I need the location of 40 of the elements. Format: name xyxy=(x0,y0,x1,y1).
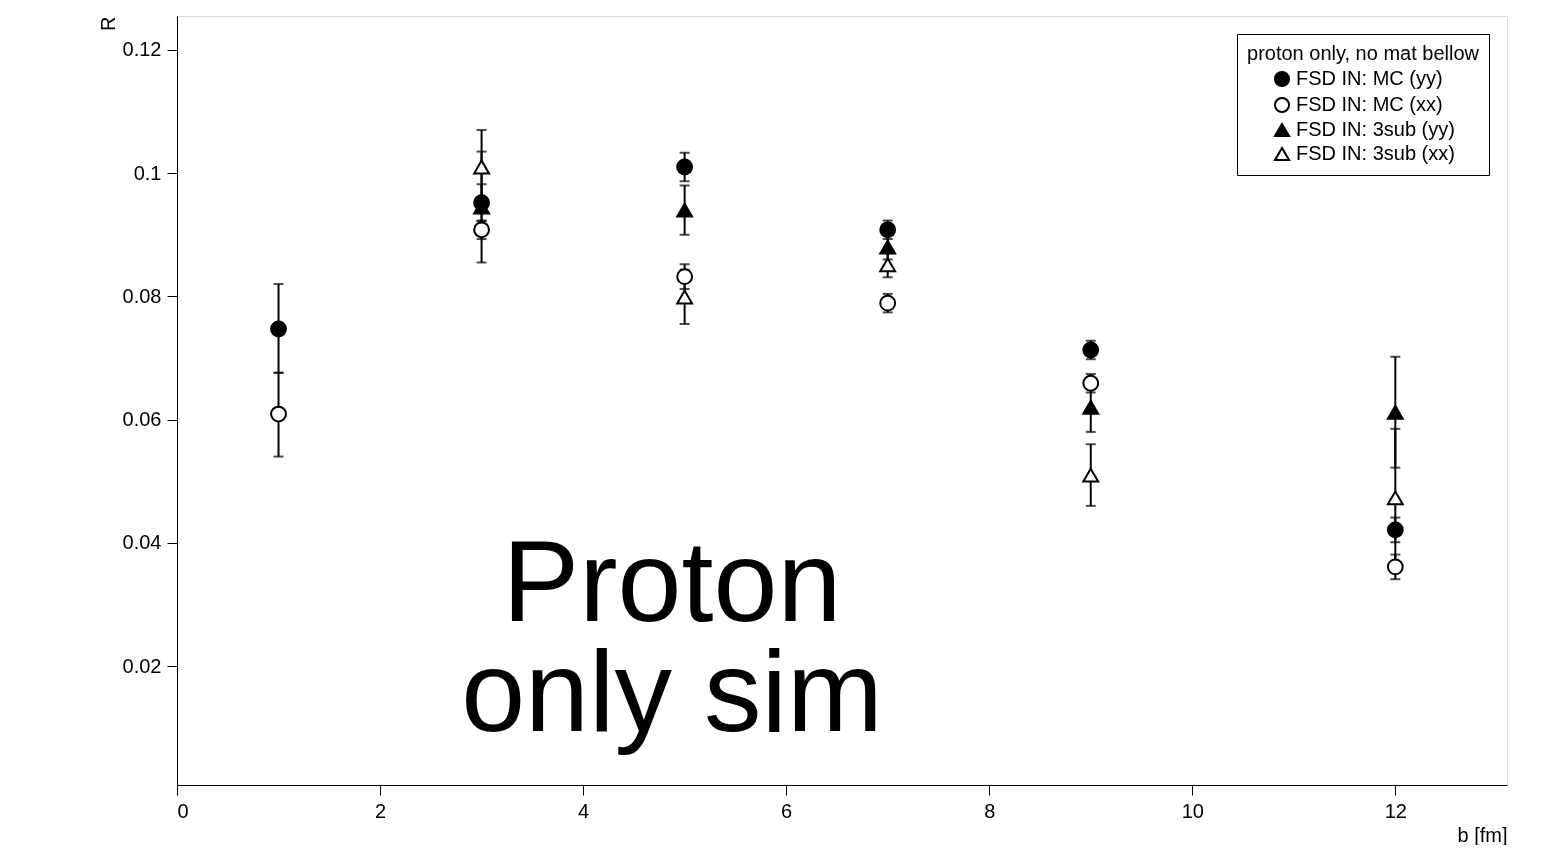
point xyxy=(1082,341,1100,359)
point xyxy=(879,239,897,255)
point xyxy=(676,202,694,218)
legend-label: FSD IN: 3sub (yy) xyxy=(1296,118,1455,140)
point xyxy=(1082,399,1100,415)
point xyxy=(879,294,897,312)
y-tick-label: 0.06 xyxy=(122,408,162,431)
point xyxy=(1386,521,1404,539)
point xyxy=(1082,467,1100,483)
point xyxy=(270,405,287,423)
point xyxy=(676,268,694,286)
point xyxy=(1386,404,1404,420)
x-axis-title: b [fm] xyxy=(1457,823,1508,846)
point xyxy=(879,221,897,239)
x-tick-label: 8 xyxy=(984,799,996,822)
x-tick-label: 10 xyxy=(1181,799,1204,822)
y-axis-title: R xyxy=(96,16,119,31)
x-tick-label: 0 xyxy=(177,799,189,822)
y-tick-label: 0.12 xyxy=(122,38,162,61)
legend-title: proton only, no mat bellow xyxy=(1247,42,1480,64)
x-tick-label: 6 xyxy=(781,799,793,822)
y-tick-label: 0.02 xyxy=(122,654,162,677)
legend-label: FSD IN: 3sub (xx) xyxy=(1296,142,1455,164)
y-tick-label: 0.04 xyxy=(122,531,162,554)
x-tick-label: 4 xyxy=(578,799,590,822)
point xyxy=(879,257,897,273)
point xyxy=(1386,490,1404,506)
point xyxy=(676,158,694,176)
point xyxy=(1082,374,1100,392)
point xyxy=(1386,558,1404,576)
x-tick-label: 2 xyxy=(374,799,387,822)
legend-label: FSD IN: MC (yy) xyxy=(1296,67,1443,89)
annotation: Proton only sim xyxy=(461,517,883,755)
x-tick-label: 12 xyxy=(1384,799,1407,822)
point xyxy=(270,320,287,338)
legend-label: FSD IN: MC (xx) xyxy=(1296,93,1443,115)
point xyxy=(676,289,694,305)
y-tick-label: 0.1 xyxy=(133,161,162,184)
y-tick-label: 0.08 xyxy=(122,284,162,307)
point xyxy=(473,159,490,175)
